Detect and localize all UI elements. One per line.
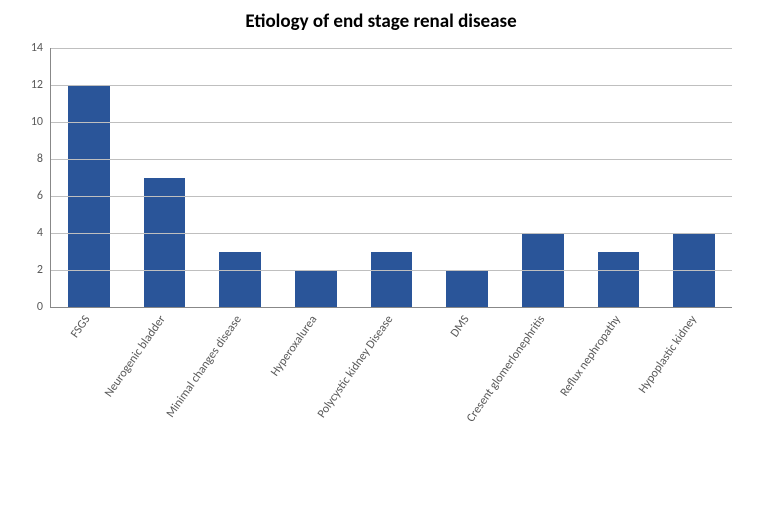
- chart-title: Etiology of end stage renal disease: [10, 10, 752, 33]
- bar-slot: [51, 48, 127, 307]
- gridline: [51, 122, 732, 123]
- gridline: [51, 85, 732, 86]
- gridline: [51, 233, 732, 234]
- bar-slot: [127, 48, 203, 307]
- bar: [446, 270, 488, 307]
- x-axis-label: Hyperoxalurea: [269, 313, 321, 379]
- x-label-slot: Polycystic kidney Disease: [353, 308, 429, 478]
- bar: [598, 252, 640, 308]
- grid-wrap: 02468101214: [50, 48, 732, 308]
- bar: [295, 270, 337, 307]
- bar-slot: [581, 48, 657, 307]
- bar-slot: [202, 48, 278, 307]
- x-axis-label: FSGS: [68, 313, 93, 341]
- y-tick-label: 14: [31, 41, 51, 55]
- x-label-slot: Hypoplastic kidney: [656, 308, 732, 478]
- bar: [371, 252, 413, 308]
- y-tick-label: 6: [37, 189, 51, 203]
- gridline: [51, 270, 732, 271]
- bar-slot: [429, 48, 505, 307]
- y-tick-label: 12: [31, 78, 51, 92]
- gridline: [51, 48, 732, 49]
- y-tick-label: 0: [37, 300, 51, 314]
- bars-container: [51, 48, 732, 307]
- y-tick-label: 2: [37, 263, 51, 277]
- x-label-slot: Minimal changes disease: [202, 308, 278, 478]
- bar-slot: [278, 48, 354, 307]
- y-tick-label: 10: [31, 115, 51, 129]
- plot-area: 02468101214: [50, 48, 732, 308]
- x-axis-label: DMS: [448, 313, 473, 340]
- y-tick-label: 4: [37, 226, 51, 240]
- bar-slot: [656, 48, 732, 307]
- gridline: [51, 159, 732, 160]
- gridline: [51, 196, 732, 197]
- x-axis-labels: FSGSNeurogenic bladderMinimal changes di…: [50, 308, 732, 478]
- bar-slot: [354, 48, 430, 307]
- chart-container: Etiology of end stage renal disease 0246…: [0, 0, 762, 517]
- bar: [219, 252, 261, 308]
- y-tick-label: 8: [37, 152, 51, 166]
- bar-slot: [505, 48, 581, 307]
